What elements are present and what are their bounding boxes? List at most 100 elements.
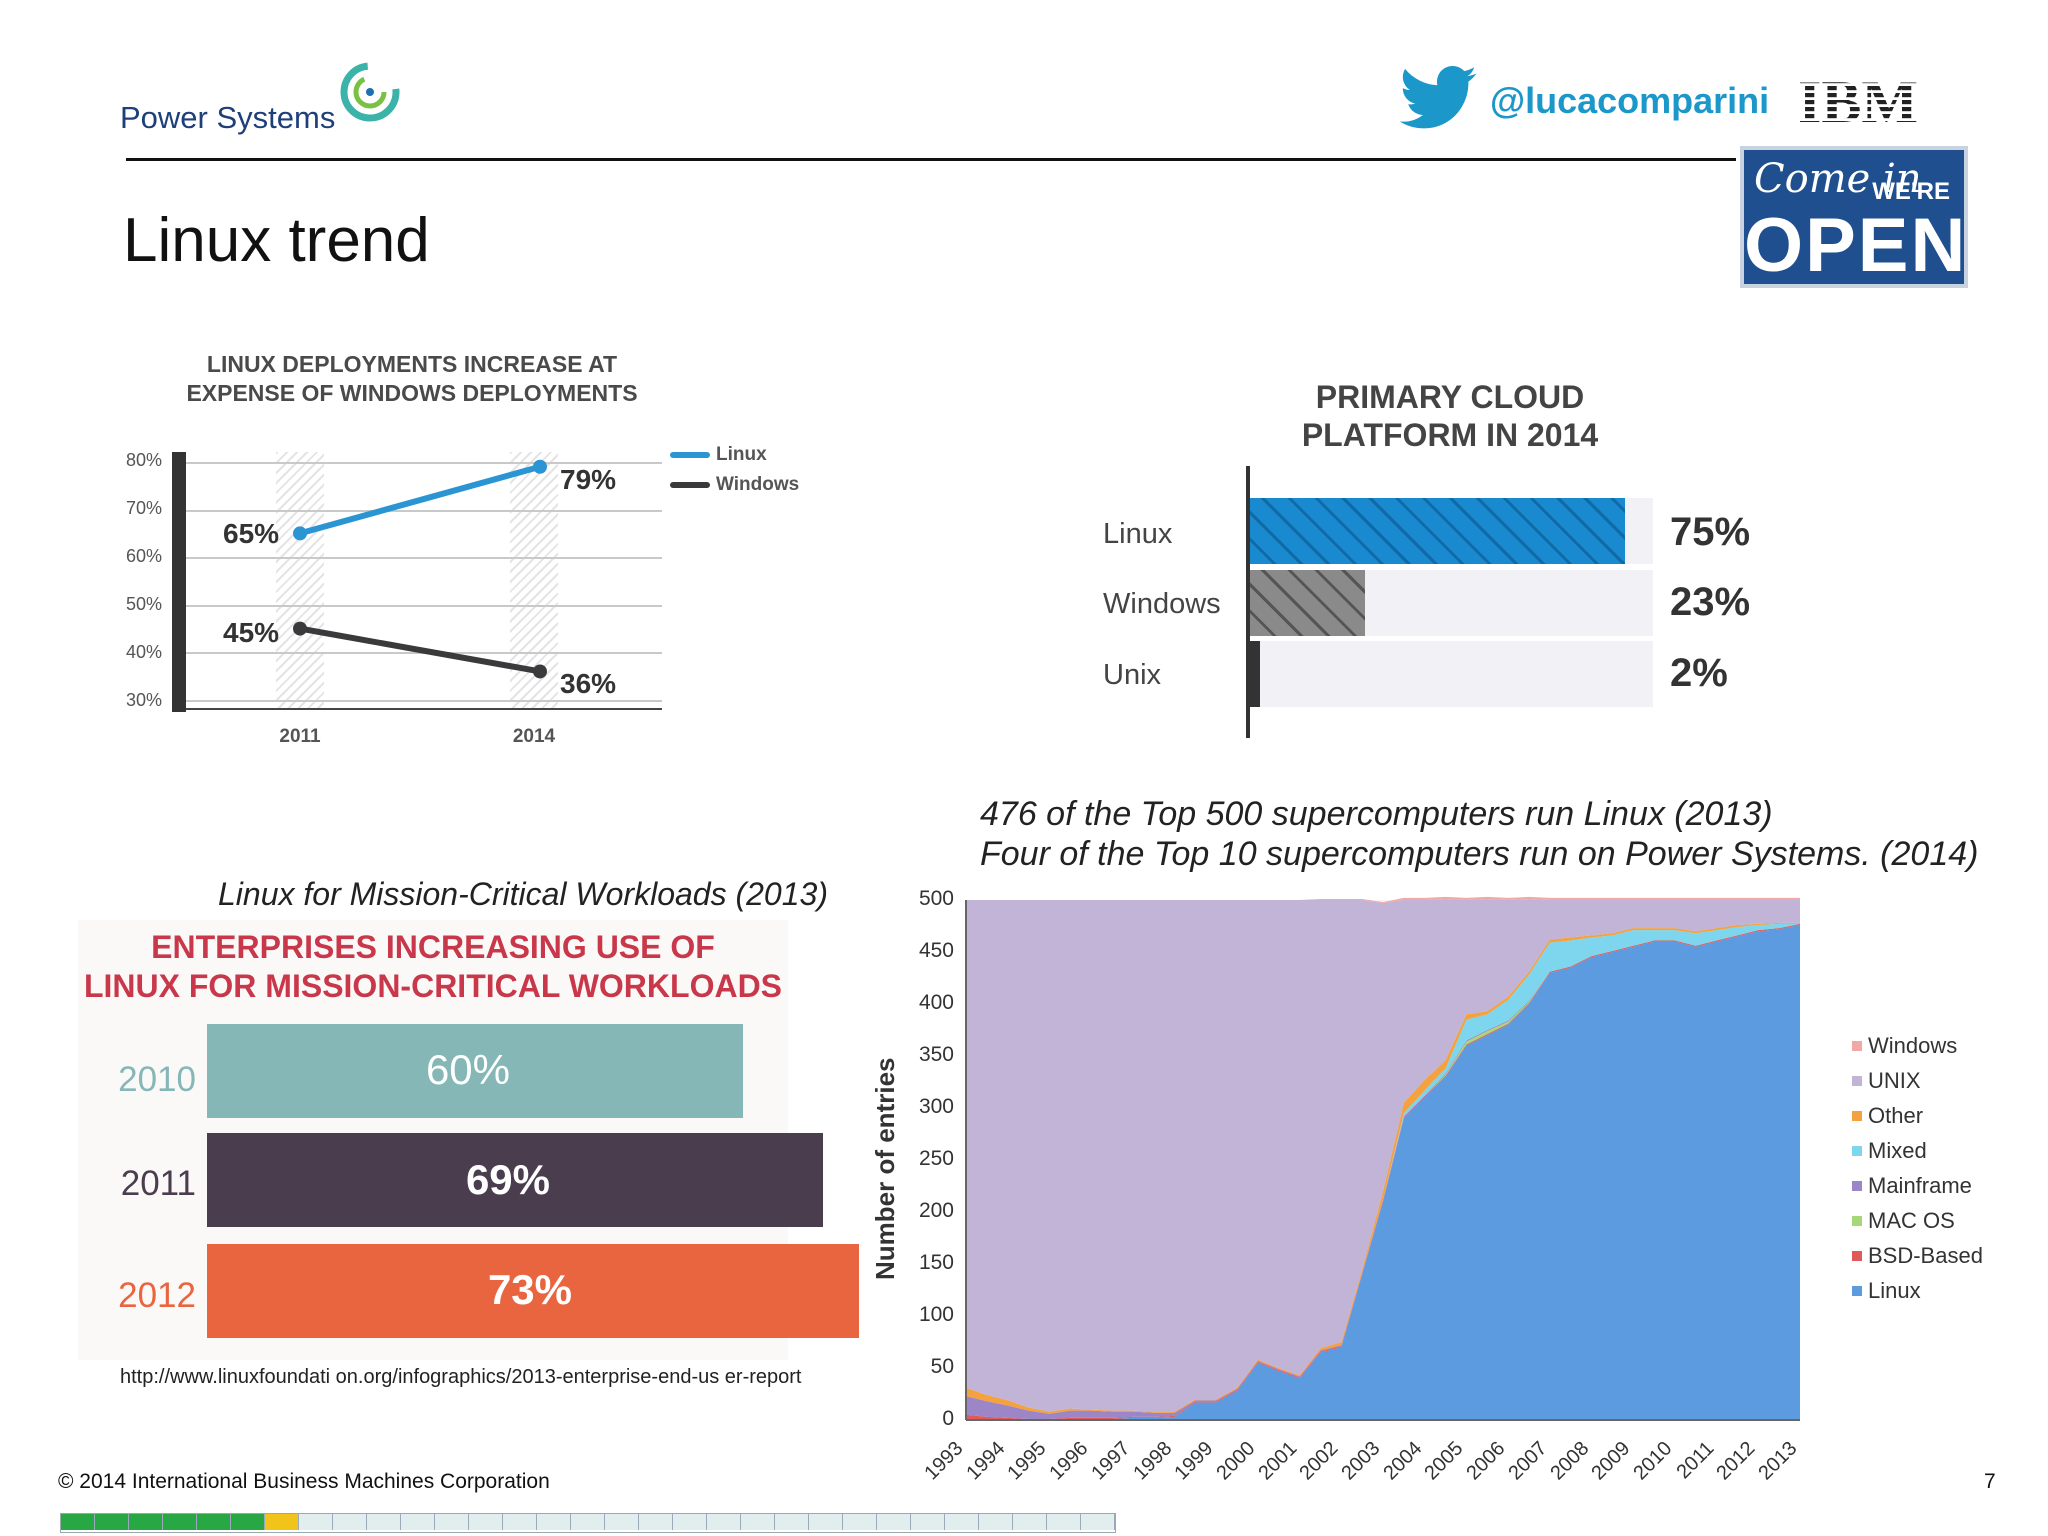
chart4-ytick: 200 (918, 1199, 954, 1222)
chart1-label-linux-2014: 79% (560, 464, 617, 495)
progress-cell (571, 1514, 605, 1530)
chart4-legend-item: Mainframe (1852, 1168, 1983, 1203)
chart1-ytick: 40% (125, 642, 162, 662)
chart1-ytick: 60% (125, 546, 162, 566)
chart3-value-label: 69% (465, 1156, 550, 1203)
chart1-point-linux (533, 459, 547, 474)
chart1-ytick: 30% (125, 690, 162, 710)
chart4-ytick: 300 (918, 1095, 954, 1118)
chart1-title: LINUX DEPLOYMENTS INCREASE AT EXPENSE OF… (172, 350, 652, 408)
chart4-ytick: 0 (942, 1407, 954, 1430)
progress-cell (435, 1514, 469, 1530)
legend-swatch-macos (1852, 1215, 1862, 1226)
legend-swatch-other (1852, 1110, 1862, 1121)
progress-cell (163, 1514, 197, 1530)
chart4-ytick: 250 (918, 1147, 954, 1170)
chart1-line-linux (299, 463, 541, 537)
chart3-value-label: 60% (425, 1046, 510, 1093)
progress-cell (129, 1514, 163, 1530)
chart1-point-windows (533, 664, 547, 679)
chart1-gridline (186, 462, 662, 464)
progress-cell (775, 1514, 809, 1530)
chart1-legend-linux-swatch (670, 452, 710, 458)
progress-cell (299, 1514, 333, 1530)
progress-cell (605, 1514, 639, 1530)
chart4-legend-item: Windows (1852, 1028, 1983, 1063)
chart4-legend-item: MAC OS (1852, 1203, 1983, 1238)
chart3-category: 2010 (118, 1060, 196, 1099)
chart1-y-axis (172, 452, 186, 712)
chart4-legend-item: UNIX (1852, 1063, 1983, 1098)
progress-cell (401, 1514, 435, 1530)
ibm-logo-text: IBM (1798, 72, 1918, 128)
progress-cell (843, 1514, 877, 1530)
chart3-category: 2012 (118, 1276, 196, 1315)
chart1-label-windows-2014: 36% (560, 668, 617, 699)
chart1-ytick: 50% (125, 594, 162, 614)
copyright: © 2014 International Business Machines C… (58, 1470, 550, 1493)
chart4-legend-item: Other (1852, 1098, 1983, 1133)
source-url[interactable]: http://www.linuxfoundati on.org/infograp… (120, 1366, 802, 1388)
chart1-line-windows (299, 625, 541, 675)
chart1-point-windows (293, 621, 307, 636)
legend-swatch-bsd (1852, 1250, 1862, 1261)
chart4-ytick: 350 (918, 1043, 954, 1066)
chart4-caption: 476 of the Top 500 supercomputers run Li… (980, 794, 1978, 874)
chart4-legend-item: Mixed (1852, 1133, 1983, 1168)
chart1-point-linux (293, 526, 307, 541)
legend-swatch-windows (1852, 1040, 1862, 1051)
chart1-legend-linux: Linux (716, 444, 767, 465)
chart2-category: Linux (1103, 518, 1173, 550)
chart1-legend-windows-swatch (670, 482, 710, 488)
chart2-value-label: 23% (1670, 580, 1751, 624)
ibm-logo: IBM (1798, 72, 1918, 128)
chart4-area-linux (966, 924, 1800, 1420)
chart2-bar (1250, 641, 1260, 707)
chart1-gridline (186, 557, 662, 559)
chart1-gridline (186, 700, 662, 702)
progress-cell (639, 1514, 673, 1530)
sign-come-in: Come in (1754, 156, 1922, 202)
chart4-legend: Windows UNIX Other Mixed Mainframe MAC O… (1852, 1028, 1983, 1308)
chart4-ytick: 500 (918, 887, 954, 910)
twitter-handle[interactable]: @lucacomparini (1490, 80, 1770, 121)
progress-cell (877, 1514, 911, 1530)
progress-cell (1081, 1514, 1115, 1530)
chart1-xtick: 2014 (512, 726, 556, 747)
chart2-title-line1: PRIMARY CLOUD (1315, 379, 1585, 415)
chart3-title-line2: LINUX FOR MISSION-CRITICAL WORKLOADS (83, 968, 783, 1004)
progress-cell (945, 1514, 979, 1530)
chart4-caption-line2: Four of the Top 10 supercomputers run on… (980, 835, 1979, 873)
progress-cell (367, 1514, 401, 1530)
slide-title: Linux trend (123, 206, 430, 275)
chart1-column-2011 (276, 452, 324, 710)
chart1-x-axis (186, 708, 662, 710)
progress-cell (1047, 1514, 1081, 1530)
progress-cell (95, 1514, 129, 1530)
progress-cell (61, 1514, 95, 1530)
chart4-caption-line1: 476 of the Top 500 supercomputers run Li… (980, 795, 1773, 833)
header-rule (126, 158, 1736, 161)
chart4-ytick: 50 (930, 1355, 954, 1378)
chart4-legend-item: BSD-Based (1852, 1238, 1983, 1273)
legend-swatch-linux (1852, 1285, 1862, 1296)
chart3-title: ENTERPRISES INCREASING USE OF LINUX FOR … (78, 928, 788, 1006)
chart2-category: Unix (1103, 659, 1162, 691)
chart4-ytick: 100 (918, 1303, 954, 1326)
progress-cell (1013, 1514, 1047, 1530)
chart3-title-line1: ENTERPRISES INCREASING USE OF (151, 929, 715, 965)
power-systems-brand: Power Systems (120, 100, 336, 135)
chart1-title-line1: LINUX DEPLOYMENTS INCREASE AT (206, 351, 618, 377)
chart2-track (1250, 641, 1653, 707)
sign-were: WE'RE (1872, 178, 1950, 205)
chart2-title-line2: PLATFORM IN 2014 (1301, 417, 1599, 453)
chart1-label-windows-2011: 45% (223, 617, 280, 648)
progress-cell (911, 1514, 945, 1530)
progress-cell (197, 1514, 231, 1530)
page-number: 7 (1984, 1470, 1996, 1493)
chart3-value-label: 73% (487, 1266, 572, 1313)
chart4-area-windows (966, 896, 1800, 904)
chart1-legend-windows: Windows (716, 474, 800, 495)
progress-cell (469, 1514, 503, 1530)
